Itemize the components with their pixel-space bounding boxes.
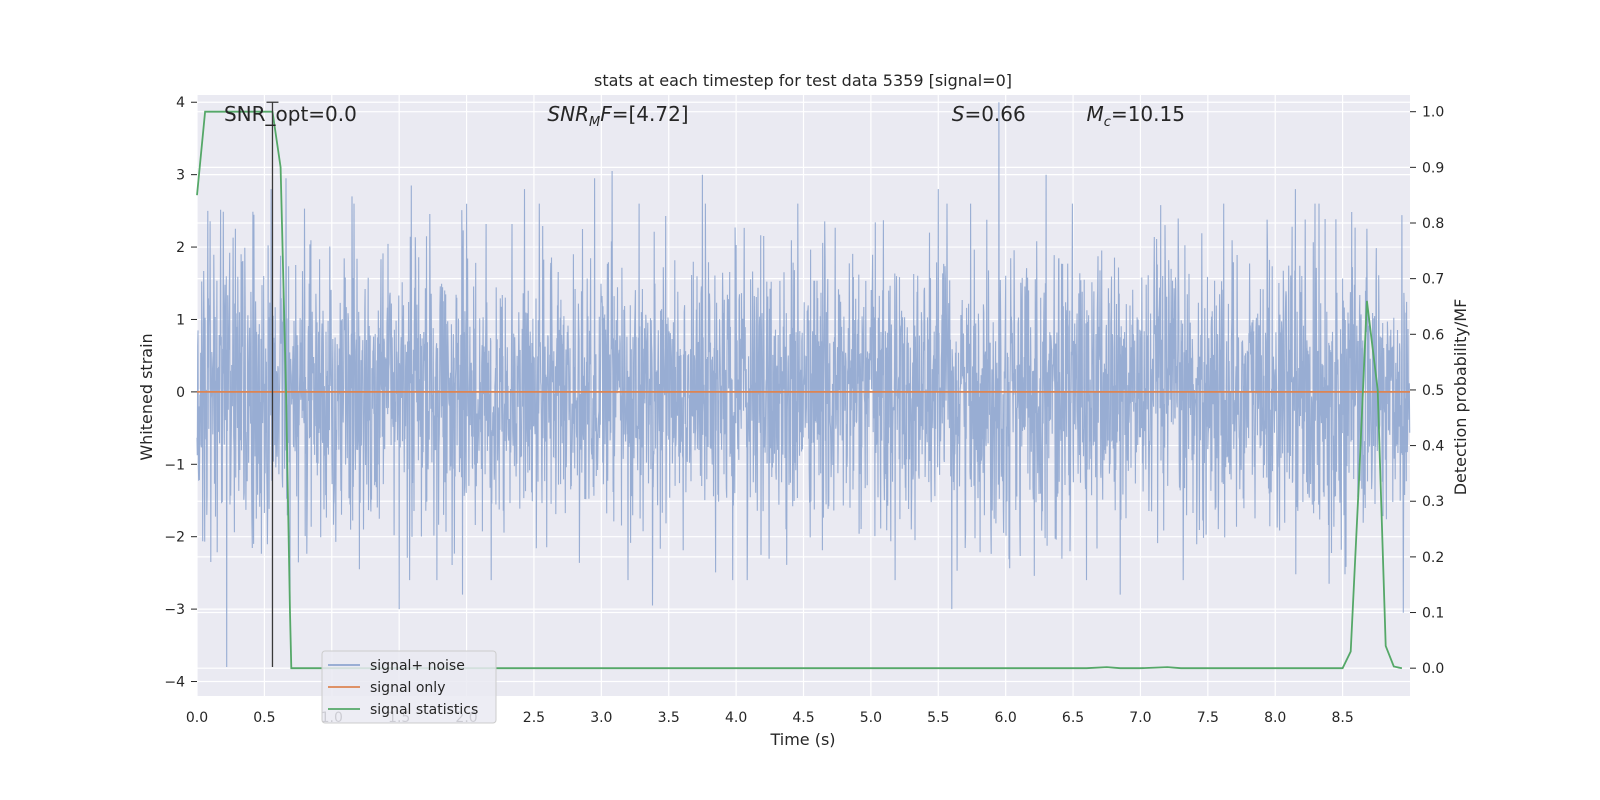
y2-tick-label: 0.9 [1422, 160, 1444, 176]
annot-part: M [589, 115, 600, 130]
chart-title: stats at each timestep for test data 535… [594, 71, 1012, 90]
x-tick-label: 0.0 [186, 710, 208, 726]
x-tick-label: 7.0 [1129, 710, 1151, 726]
y-tick-label: 0 [176, 385, 185, 401]
y2-axis-ticks: 1.0 0.9 0.8 0.7 0.6 0.5 0.4 0.3 0.2 0.1 0.0 [1410, 105, 1444, 677]
y2-tick-label: 0.3 [1422, 494, 1444, 510]
snr-mf-annotation: SNRMF=[4.72] [547, 102, 688, 130]
mc-value-annotation: Mc=10.15 [1087, 102, 1185, 130]
annot-part: =10.15 [1111, 102, 1185, 126]
y-tick-label: −3 [164, 602, 185, 618]
annot-part: c [1104, 115, 1111, 130]
legend-entry: signal statistics [370, 702, 478, 718]
y2-tick-label: 1.0 [1422, 105, 1444, 121]
annotations: SNR_opt=0.0 SNRMF=[4.72] S=0.66 Mc=10.15 [224, 102, 1185, 130]
s-value-annotation: S=0.66 [952, 102, 1026, 126]
annot-part: =0.66 [964, 102, 1025, 126]
annot-part: F [600, 102, 612, 126]
y2-axis-label: Detection probability/MF [1451, 299, 1470, 496]
signal-noise-line [196, 102, 1411, 668]
y-axis-ticks: 4 3 2 1 0 −1 −2 −3 −4 [164, 95, 197, 691]
y2-tick-label: 0.5 [1422, 383, 1444, 399]
y-tick-label: 2 [176, 240, 185, 256]
x-tick-label: 4.5 [792, 710, 814, 726]
x-tick-label: 8.5 [1331, 710, 1353, 726]
legend-entry: signal+ noise [370, 658, 465, 674]
signal-noise-series [196, 102, 1411, 668]
y2-tick-label: 0.4 [1422, 439, 1444, 455]
y-tick-label: 4 [176, 95, 185, 111]
y-tick-label: 1 [176, 312, 185, 328]
snr-opt-annotation: SNR_opt=0.0 [224, 102, 357, 126]
y-tick-label: −1 [164, 457, 185, 473]
annot-part: SNR [547, 102, 589, 126]
legend: signal+ noise signal only signal statistic… [321, 650, 497, 724]
y2-tick-label: 0.2 [1422, 550, 1444, 566]
signal-statistics-line [196, 110, 1403, 670]
x-tick-label: 0.5 [253, 710, 275, 726]
y2-tick-label: 0.0 [1422, 661, 1444, 677]
x-tick-label: 7.5 [1197, 710, 1219, 726]
x-axis-label: Time (s) [769, 730, 835, 749]
x-tick-label: 2.5 [523, 710, 545, 726]
x-tick-label: 5.0 [860, 710, 882, 726]
y-axis-label: Whitened strain [137, 333, 156, 460]
legend-entry: signal only [370, 680, 445, 696]
y2-tick-label: 0.7 [1422, 272, 1444, 288]
x-tick-label: 6.0 [995, 710, 1017, 726]
annot-part: =[4.72] [612, 102, 689, 126]
annot-part: M [1087, 102, 1104, 126]
annot-part: S [952, 102, 965, 126]
y2-tick-label: 0.1 [1422, 606, 1444, 622]
x-tick-label: 3.5 [658, 710, 680, 726]
x-tick-label: 5.5 [927, 710, 949, 726]
line-series [196, 101, 1410, 670]
y-tick-label: 3 [176, 168, 185, 184]
y2-tick-label: 0.6 [1422, 327, 1444, 343]
x-tick-label: 4.0 [725, 710, 747, 726]
legend-box [321, 650, 497, 724]
y2-tick-label: 0.8 [1422, 216, 1444, 232]
y-tick-label: −2 [164, 530, 185, 546]
y-tick-label: −4 [164, 675, 185, 691]
x-tick-label: 3.0 [590, 710, 612, 726]
x-tick-label: 6.5 [1062, 710, 1084, 726]
x-tick-label: 8.0 [1264, 710, 1286, 726]
